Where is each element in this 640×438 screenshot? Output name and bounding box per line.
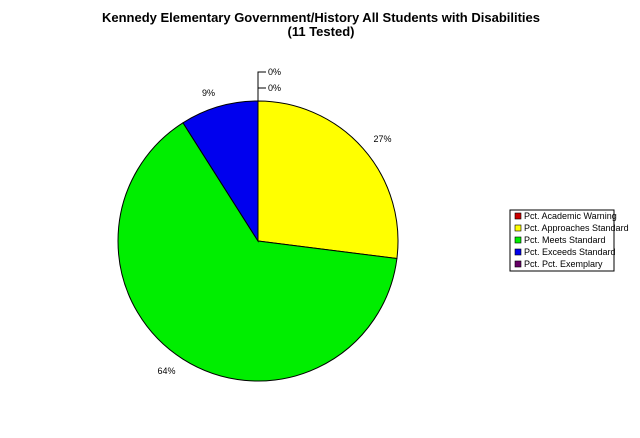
legend-label-pct-exceeds-standard: Pct. Exceeds Standard: [524, 247, 616, 257]
legend-swatch-pct-pct-exemplary: [514, 260, 522, 268]
legend-swatch-pct-approaches-standard: [514, 224, 522, 232]
legend-label-pct-meets-standard: Pct. Meets Standard: [524, 235, 606, 245]
label-pct-pct-exemplary: 0%: [268, 83, 281, 93]
slice-pct-exceeds-standard: [182, 100, 259, 243]
slice-pct-meets-standard: [117, 122, 398, 382]
legend: Pct. Academic Warning Pct. Approaches Sta…: [509, 209, 629, 272]
label-pct-academic-warning: 0%: [268, 67, 281, 77]
slice-pct-approaches-standard: [257, 100, 399, 260]
label-pct-meets-standard: 64%: [157, 366, 175, 376]
legend-label-pct-pct-exemplary: Pct. Pct. Exemplary: [524, 259, 603, 269]
leader-pct-pct-exemplary: [257, 87, 266, 101]
legend-box: [509, 209, 615, 272]
leader-pct-academic-warning: [257, 71, 266, 101]
legend-swatch-pct-meets-standard: [514, 236, 522, 244]
legend-swatch-pct-academic-warning: [514, 212, 522, 220]
label-pct-exceeds-standard: 9%: [202, 88, 215, 98]
chart-subtitle: (11 Tested): [288, 24, 355, 39]
label-pct-approaches-standard: 27%: [374, 134, 392, 144]
legend-label-pct-approaches-standard: Pct. Approaches Standard: [524, 223, 629, 233]
legend-swatch-pct-exceeds-standard: [514, 248, 522, 256]
chart-title: Kennedy Elementary Government/History Al…: [102, 10, 540, 25]
legend-label-pct-academic-warning: Pct. Academic Warning: [524, 211, 617, 221]
pie-labels: 0% 27% 64% 9% 0%: [157, 67, 391, 376]
pie-slices: [117, 100, 399, 382]
